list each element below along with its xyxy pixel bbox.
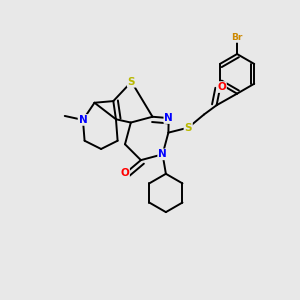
Text: O: O (120, 168, 129, 178)
Text: S: S (184, 123, 192, 133)
Text: N: N (79, 115, 87, 125)
Text: S: S (128, 77, 135, 87)
Text: N: N (158, 149, 167, 159)
Text: N: N (164, 113, 173, 123)
Text: O: O (217, 82, 226, 92)
Text: Br: Br (231, 33, 243, 42)
